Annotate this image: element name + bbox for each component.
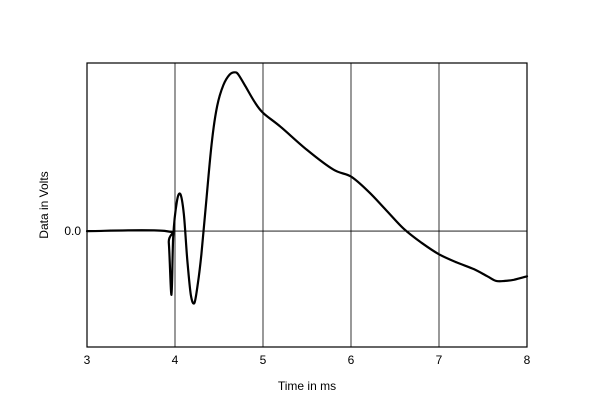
x-tick-label: 6 [348,353,355,367]
x-tick-label: 4 [172,353,179,367]
y-tick-label: 0.0 [64,224,81,238]
series-line [85,71,529,305]
x-tick-label: 8 [524,353,531,367]
plot-frame [86,62,528,348]
x-axis-label: Time in ms [278,379,336,393]
y-axis-label: Data in Volts [37,171,51,238]
x-axis: 3 4 5 6 7 8 [84,353,531,367]
x-tick-label: 5 [260,353,267,367]
y-axis: 0.0 [64,224,81,238]
x-tick-label: 3 [84,353,91,367]
grid [86,63,528,347]
x-tick-label: 7 [436,353,443,367]
